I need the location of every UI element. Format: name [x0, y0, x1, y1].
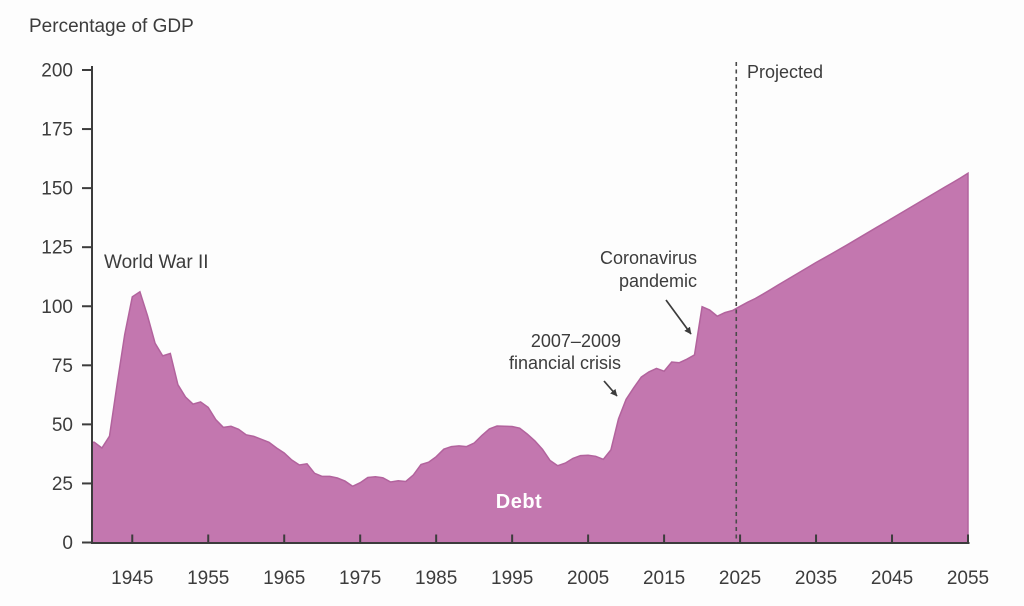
x-tick-label: 2045 [871, 568, 913, 589]
annotation-financial-crisis: 2007–2009 financial crisis [508, 331, 621, 373]
y-tick-label: 150 [41, 179, 73, 200]
x-tick-label: 1995 [491, 568, 533, 589]
annotation-coronavirus-pandemic: Coronavirus pandemic [599, 248, 697, 291]
x-tick-label: 1965 [263, 568, 305, 589]
pandemic-arrow-icon [665, 299, 692, 335]
x-tick-label: 2025 [719, 568, 761, 589]
annotation-world-war-ii: World War II [104, 252, 209, 273]
x-tick-label: 1975 [339, 568, 381, 589]
x-tick-label: 2035 [795, 568, 837, 589]
y-tick-label: 175 [41, 120, 73, 141]
projected-label: Projected [747, 62, 824, 82]
y-tick-label: 50 [52, 415, 73, 436]
area-series-label: Debt [495, 491, 543, 513]
y-tick-label: 0 [62, 533, 73, 554]
debt-area [92, 173, 968, 543]
x-tick-label: 1955 [187, 568, 229, 589]
x-tick-label: 2055 [947, 568, 989, 589]
x-tick-label: 1985 [415, 568, 457, 589]
debt-area-edge [92, 171, 969, 543]
y-tick-label: 125 [41, 238, 73, 259]
y-axis-unit-label: Percentage of GDP [29, 16, 194, 37]
y-tick-label: 200 [41, 61, 73, 82]
x-tick-label: 1945 [111, 568, 153, 589]
y-tick-label: 25 [52, 474, 73, 495]
x-tick-label: 2015 [643, 568, 685, 589]
y-tick-label: 75 [52, 356, 73, 377]
x-tick-label: 2005 [567, 568, 609, 589]
y-tick-label: 100 [41, 297, 73, 318]
financial-crisis-arrow-icon [603, 380, 618, 397]
